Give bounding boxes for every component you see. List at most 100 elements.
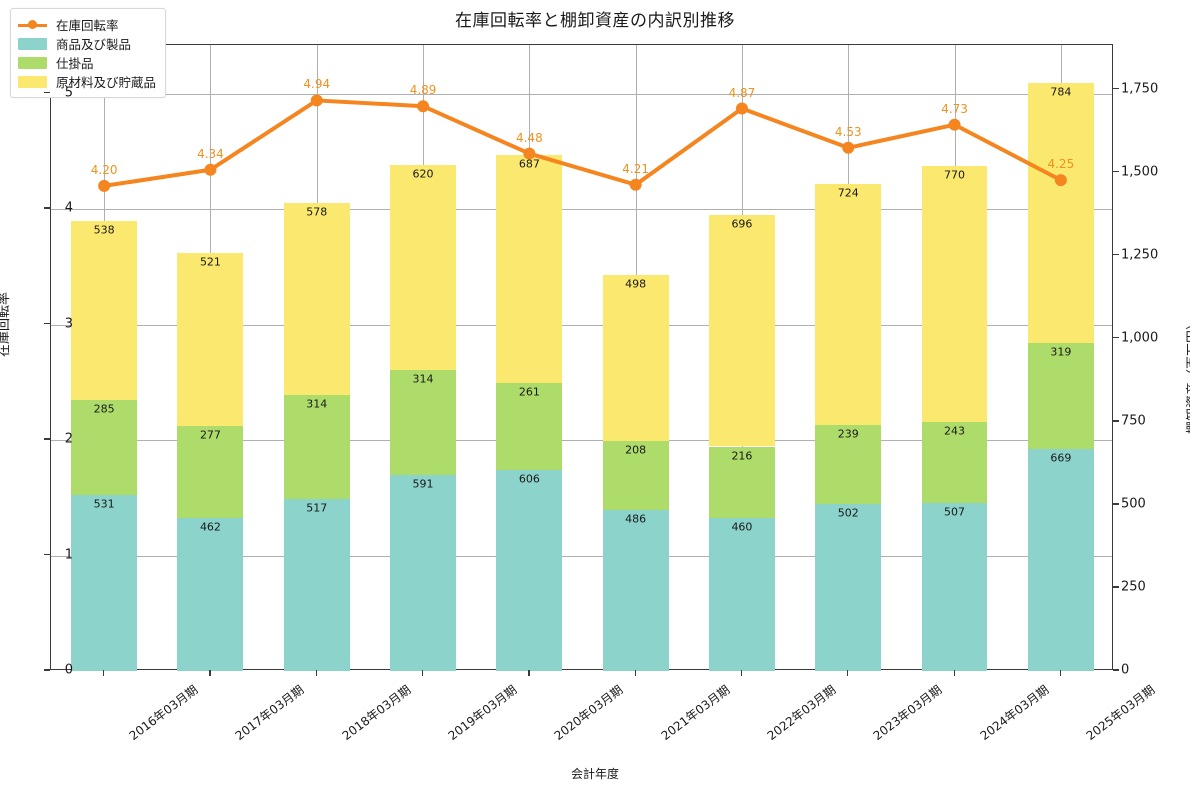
bar-segment[interactable] — [283, 499, 350, 671]
bar-segment[interactable] — [921, 166, 988, 422]
left-axis-tick-label: 5 — [64, 85, 73, 100]
right-axis-tick-mark — [1113, 586, 1119, 588]
bar-segment[interactable] — [390, 474, 456, 671]
bar-segment[interactable] — [283, 395, 350, 500]
bar-value-label: 521 — [199, 255, 221, 269]
right-axis-tick-mark — [1113, 337, 1119, 339]
line-value-label: 4.34 — [197, 146, 224, 161]
line-data-point[interactable] — [629, 178, 642, 191]
gridline-horizontal — [51, 555, 1112, 557]
bar-value-label: 319 — [1050, 345, 1072, 359]
legend-item-work-in-process: 仕掛品 — [18, 53, 156, 72]
x-axis-tick-mark — [528, 670, 530, 676]
bar-segment[interactable] — [71, 400, 138, 495]
left-axis-tick-mark — [44, 669, 50, 671]
bar-segment[interactable] — [708, 215, 775, 447]
left-axis-tick-label: 2 — [64, 431, 73, 447]
bar-segment[interactable] — [71, 494, 138, 671]
right-axis-title: 棚卸資産（百万円） — [1186, 316, 1190, 434]
line-data-point[interactable] — [204, 163, 217, 176]
legend-label: 在庫回転率 — [56, 18, 119, 33]
x-axis-tick-mark — [315, 670, 317, 676]
color-swatch-icon — [18, 75, 47, 88]
color-swatch-icon — [18, 37, 47, 50]
bar-value-label: 498 — [625, 277, 647, 291]
bar-segment[interactable] — [177, 517, 244, 671]
bar-value-label: 669 — [1050, 451, 1072, 465]
line-data-point[interactable] — [523, 147, 536, 160]
bar-value-label: 696 — [731, 217, 753, 231]
bar-segment[interactable] — [602, 275, 669, 441]
gridline-horizontal — [51, 93, 1112, 95]
bar-segment[interactable] — [71, 221, 138, 400]
x-axis-tick-label: 2016年03月期 — [126, 682, 201, 744]
gridline-horizontal — [51, 209, 1112, 210]
legend-item-merchandise: 商品及び製品 — [18, 34, 156, 53]
left-axis-title: 在庫回転率 — [0, 291, 12, 357]
bar-segment[interactable] — [496, 383, 563, 470]
bar-segment[interactable] — [815, 424, 882, 505]
line-data-point[interactable] — [1054, 174, 1067, 187]
bar-segment[interactable] — [496, 154, 563, 384]
bar-value-label: 784 — [1050, 85, 1072, 99]
bar-segment[interactable] — [708, 446, 775, 519]
line-value-label: 4.53 — [834, 124, 862, 139]
bar-segment[interactable] — [815, 184, 882, 425]
bar-value-label: 462 — [199, 520, 221, 534]
bar-segment[interactable] — [708, 518, 775, 671]
left-axis-tick-mark — [44, 553, 50, 556]
x-axis-tick-label: 2019年03月期 — [445, 682, 520, 744]
bar-value-label: 538 — [93, 223, 115, 237]
left-axis-tick-mark — [44, 322, 50, 325]
x-axis-tick-label: 2021年03月期 — [658, 682, 733, 744]
legend-item-raw-materials: 原材料及び貯蔵品 — [18, 72, 156, 91]
x-axis-title: 会計年度 — [570, 767, 619, 781]
x-axis-tick-label: 2025年03月期 — [1083, 682, 1158, 744]
bar-segment[interactable] — [390, 164, 456, 371]
bar-value-label: 687 — [518, 157, 540, 171]
x-axis-tick-label: 2017年03月期 — [233, 682, 307, 744]
bar-segment[interactable] — [921, 421, 988, 503]
bar-segment[interactable] — [390, 370, 456, 475]
bar-value-label: 517 — [306, 501, 328, 515]
right-axis-tick-mark — [1113, 669, 1119, 671]
bar-segment[interactable] — [602, 509, 669, 671]
bar-value-label: 314 — [412, 372, 434, 386]
color-swatch-icon — [18, 56, 47, 69]
right-axis-tick-mark — [1113, 88, 1119, 90]
left-axis-tick-mark — [44, 91, 50, 94]
line-data-point[interactable] — [310, 94, 323, 107]
bar-segment[interactable] — [921, 502, 988, 671]
line-data-point[interactable] — [735, 102, 748, 115]
line-value-label: 4.73 — [941, 101, 968, 116]
bar-segment[interactable] — [1027, 448, 1094, 671]
line-value-label: 4.89 — [409, 83, 437, 98]
x-axis-tick-mark — [634, 670, 636, 676]
right-axis-tick-label: 500 — [1121, 496, 1146, 512]
bar-segment[interactable] — [815, 504, 882, 671]
bar-segment[interactable] — [1027, 82, 1094, 343]
line-data-point[interactable] — [842, 141, 855, 154]
inventory-turnover-line — [102, 98, 1063, 188]
bar-segment[interactable] — [177, 425, 244, 518]
line-value-label: 4.25 — [1047, 157, 1075, 172]
bar-segment[interactable] — [177, 252, 244, 426]
bar-segment[interactable] — [602, 440, 669, 510]
line-data-point[interactable] — [417, 100, 430, 113]
right-axis-tick-mark — [1113, 254, 1119, 256]
bar-segment[interactable] — [496, 469, 563, 671]
x-axis-tick-mark — [847, 670, 849, 676]
x-axis-tick-label: 2022年03月期 — [764, 682, 839, 744]
bar-segment[interactable] — [1027, 342, 1094, 449]
bar-segment[interactable] — [283, 203, 350, 395]
left-axis-tick-label: 1 — [64, 547, 73, 562]
bar-value-label: 460 — [731, 520, 753, 534]
bar-value-label: 314 — [306, 397, 328, 411]
right-axis-tick-label: 1,500 — [1121, 164, 1159, 180]
right-axis-tick-label: 1,250 — [1121, 247, 1159, 263]
legend-label: 原材料及び貯蔵品 — [56, 75, 157, 90]
line-data-point[interactable] — [948, 118, 961, 131]
chart-title: 在庫回転率と棚卸資産の内訳別推移 — [455, 11, 735, 31]
line-data-point[interactable] — [98, 179, 111, 192]
